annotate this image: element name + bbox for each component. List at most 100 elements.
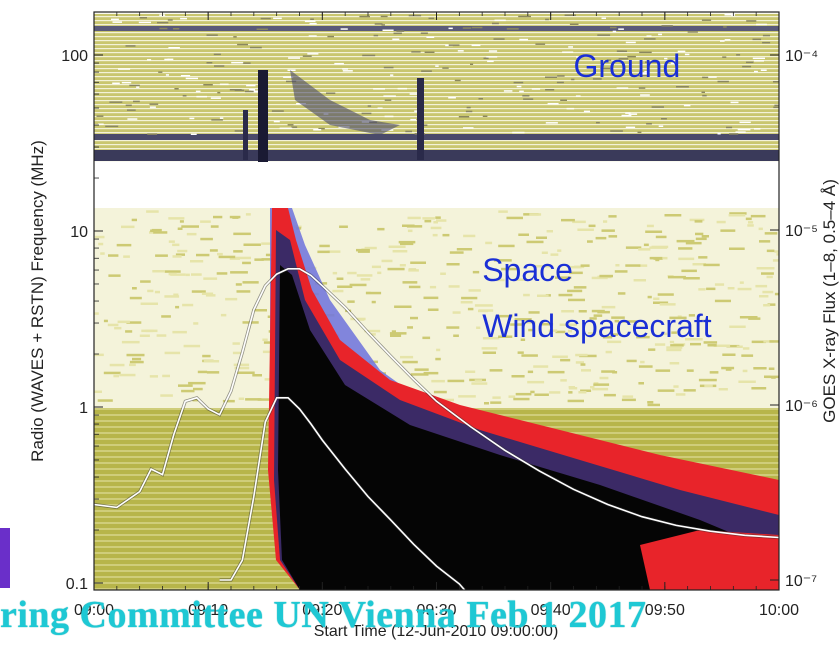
noise-speck <box>390 74 394 76</box>
noise-speck <box>136 86 140 88</box>
noise-speck <box>557 249 562 252</box>
noise-speck <box>568 46 573 48</box>
noise-speck <box>502 333 507 336</box>
noise-speck <box>638 365 653 368</box>
noise-speck <box>771 376 776 379</box>
noise-speck <box>359 15 370 18</box>
noise-speck <box>610 26 617 29</box>
noise-speck <box>511 375 525 378</box>
noise-speck <box>530 390 535 394</box>
noise-speck <box>456 248 473 251</box>
noise-speck <box>431 379 445 383</box>
noise-speck <box>126 353 145 357</box>
noise-speck <box>112 21 122 23</box>
noise-speck <box>442 233 450 237</box>
noise-speck <box>232 216 239 219</box>
noise-speck <box>735 131 746 133</box>
y-right-tick-label: 10⁻⁷ <box>785 573 817 590</box>
noise-speck <box>180 17 187 20</box>
noise-speck <box>593 314 603 317</box>
noise-speck <box>430 226 442 230</box>
noise-speck <box>262 338 268 341</box>
noise-speck <box>213 53 221 56</box>
noise-speck <box>235 256 251 260</box>
y-left-tick-label: 10 <box>70 224 88 241</box>
noise-speck <box>230 271 248 274</box>
noise-speck <box>577 228 594 231</box>
noise-speck <box>427 308 439 311</box>
noise-speck <box>522 95 530 97</box>
noise-speck <box>596 121 600 124</box>
noise-speck <box>727 287 735 290</box>
noise-speck <box>578 310 587 313</box>
noise-speck <box>626 359 637 363</box>
noise-speck <box>337 285 353 288</box>
noise-speck <box>772 259 779 262</box>
noise-speck <box>748 221 754 224</box>
noise-speck <box>189 117 195 120</box>
noise-speck <box>490 401 502 404</box>
noise-speck <box>407 326 413 329</box>
noise-speck <box>698 288 706 291</box>
noise-speck <box>739 281 744 284</box>
noise-speck <box>555 330 566 334</box>
noise-speck <box>723 26 727 28</box>
noise-speck <box>471 44 481 47</box>
noise-speck <box>318 127 325 130</box>
noise-speck <box>536 236 547 239</box>
x-tick-label: 09:40 <box>531 602 571 619</box>
noise-speck <box>118 68 131 70</box>
noise-speck <box>648 348 656 351</box>
noise-speck <box>220 313 227 317</box>
noise-speck <box>486 56 498 58</box>
noise-speck <box>628 113 638 115</box>
noise-speck <box>461 296 478 300</box>
noise-speck <box>219 117 224 119</box>
noise-speck <box>200 237 213 241</box>
noise-speck <box>446 326 460 329</box>
ground-burst-streak <box>417 78 424 160</box>
noise-speck <box>601 305 616 309</box>
noise-speck <box>468 289 481 292</box>
noise-speck <box>515 392 532 396</box>
noise-speck <box>147 59 152 61</box>
noise-speck <box>546 230 553 233</box>
noise-speck <box>494 19 506 22</box>
noise-speck <box>168 47 180 49</box>
noise-speck <box>499 314 513 318</box>
noise-speck <box>362 54 376 57</box>
noise-speck <box>200 220 211 223</box>
noise-speck <box>751 387 767 390</box>
noise-speck <box>742 65 752 68</box>
noise-speck <box>759 295 769 298</box>
noise-speck <box>531 88 541 90</box>
noise-speck <box>580 389 592 392</box>
ground-burst-streak <box>258 70 268 162</box>
noise-speck <box>556 81 564 84</box>
noise-speck <box>622 395 634 398</box>
noise-speck <box>621 398 636 402</box>
noise-speck <box>608 235 618 238</box>
noise-speck <box>457 50 464 52</box>
annotation-label: Ground <box>574 48 681 84</box>
goes-curve-1 <box>219 396 466 590</box>
x-tick-label: 09:20 <box>302 602 342 619</box>
noise-speck <box>717 133 721 135</box>
noise-speck <box>503 90 513 92</box>
noise-speck <box>726 344 740 348</box>
goes-curve-0 <box>94 267 779 539</box>
noise-speck <box>568 298 585 302</box>
noise-speck <box>683 389 696 392</box>
noise-speck <box>188 381 206 385</box>
noise-speck <box>410 373 429 376</box>
noise-speck <box>334 62 344 65</box>
noise-speck <box>442 67 449 69</box>
noise-speck <box>523 293 530 297</box>
noise-speck <box>219 83 229 86</box>
noise-speck <box>612 371 618 374</box>
noise-speck <box>319 244 330 248</box>
noise-speck <box>583 110 590 113</box>
noise-speck <box>590 386 595 389</box>
noise-speck <box>688 314 695 317</box>
